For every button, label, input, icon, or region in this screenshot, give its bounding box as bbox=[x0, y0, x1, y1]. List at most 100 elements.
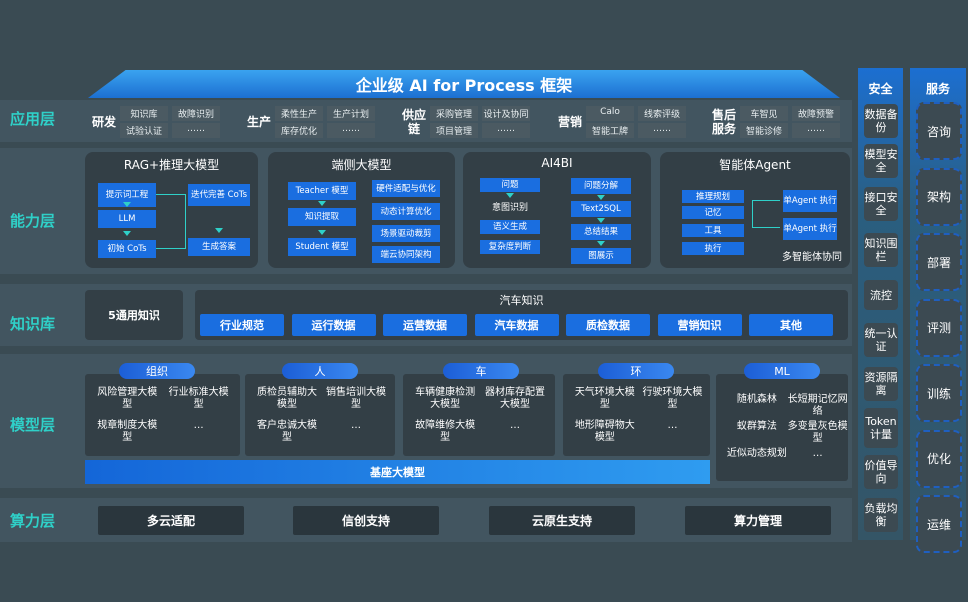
model-item: 多变量灰色模型 bbox=[787, 421, 848, 444]
agent-step: 单Agent 执行 bbox=[783, 218, 837, 240]
app-item[interactable]: 知识库 bbox=[120, 106, 168, 121]
arrow-down-icon bbox=[597, 218, 605, 223]
model-panel bbox=[563, 374, 710, 456]
app-group-name: 营销 bbox=[558, 115, 583, 129]
knowledge-chip[interactable]: 汽车数据 bbox=[474, 314, 559, 336]
rag-step: 迭代完善 CoTs bbox=[188, 184, 250, 206]
model-item: 随机森林 bbox=[736, 394, 777, 405]
app-item[interactable]: 采购管理 bbox=[430, 106, 478, 121]
app-item[interactable]: …… bbox=[482, 123, 530, 138]
app-item[interactable]: 故障预警 bbox=[792, 106, 840, 121]
app-item[interactable]: 生产计划 bbox=[327, 106, 375, 121]
edge-step: 场景驱动裁剪 bbox=[372, 225, 440, 242]
model-item: 长短期记忆网络 bbox=[787, 394, 848, 417]
service-item[interactable]: 训练 bbox=[916, 364, 962, 422]
rag-title: RAG+推理大模型 bbox=[123, 158, 220, 172]
app-item[interactable]: …… bbox=[327, 123, 375, 138]
app-item[interactable]: 库存优化 bbox=[275, 123, 323, 138]
security-item[interactable]: 知识围栏 bbox=[864, 233, 898, 267]
security-item[interactable]: Token计量 bbox=[864, 408, 898, 448]
security-item[interactable]: 接口安全 bbox=[864, 187, 898, 221]
app-item[interactable]: 智能诊修 bbox=[740, 123, 788, 138]
compute-item: 信创支持 bbox=[293, 506, 439, 535]
ai4bi-step: Text2SQL bbox=[571, 201, 631, 217]
app-item[interactable]: 线索评级 bbox=[638, 106, 686, 121]
model-item: 销售培训大模型 bbox=[326, 387, 386, 410]
knowledge-chip[interactable]: 质检数据 bbox=[566, 314, 650, 336]
model-item: … bbox=[193, 420, 204, 431]
model-panel bbox=[716, 374, 848, 481]
arrow-down-icon bbox=[597, 241, 605, 246]
model-category-pill: 环 bbox=[598, 363, 674, 379]
app-item[interactable]: …… bbox=[792, 123, 840, 138]
app-group: 售后服务 车智见 故障预警 智能诊修 …… bbox=[712, 106, 840, 138]
model-item: … bbox=[510, 420, 521, 431]
knowledge-chip[interactable]: 行业规范 bbox=[200, 314, 284, 336]
edge-step: 硬件适配与优化 bbox=[372, 180, 440, 197]
app-group-name: 生产 bbox=[247, 115, 272, 129]
app-item[interactable]: Calo bbox=[586, 106, 634, 121]
model-category-pill: 组织 bbox=[119, 363, 195, 379]
security-item[interactable]: 资源隔离 bbox=[864, 367, 898, 401]
app-item[interactable]: 车智见 bbox=[740, 106, 788, 121]
app-group: 供应链 采购管理 设计及协同 项目管理 …… bbox=[402, 106, 530, 138]
service-item[interactable]: 运维 bbox=[916, 495, 962, 553]
edge-title: 端侧大模型 bbox=[331, 158, 392, 172]
model-item: 风险管理大模型 bbox=[97, 387, 158, 410]
app-item[interactable]: 柔性生产 bbox=[275, 106, 323, 121]
service-item[interactable]: 优化 bbox=[916, 429, 962, 488]
app-item[interactable]: 智能工牌 bbox=[586, 123, 634, 138]
security-item[interactable]: 数据备份 bbox=[864, 104, 898, 138]
app-group-items: Calo 线索评级 智能工牌 …… bbox=[586, 106, 686, 138]
compute-item: 多云适配 bbox=[98, 506, 244, 535]
service-item[interactable]: 评测 bbox=[916, 298, 962, 357]
rag-step: 生成答案 bbox=[188, 238, 250, 256]
model-item: 行驶环境大模型 bbox=[642, 387, 703, 410]
model-item: 规章制度大模型 bbox=[97, 420, 158, 443]
page-title: 企业级 AI for Process 框架 bbox=[88, 70, 840, 98]
base-model-bar: 基座大模型 bbox=[85, 460, 710, 484]
security-item[interactable]: 流控 bbox=[864, 280, 898, 310]
security-title: 安全 bbox=[868, 82, 893, 96]
security-item[interactable]: 价值导向 bbox=[864, 455, 898, 489]
app-group: 生产 柔性生产 生产计划 库存优化 …… bbox=[247, 106, 375, 138]
app-item[interactable]: 项目管理 bbox=[430, 123, 478, 138]
layer-label-model: 模型层 bbox=[10, 416, 56, 434]
arrow-down-icon bbox=[318, 230, 326, 235]
arrow-down-icon bbox=[597, 195, 605, 200]
arrow-down-icon bbox=[506, 193, 514, 198]
rag-step: 初始 CoTs bbox=[98, 240, 156, 258]
security-item[interactable]: 模型安全 bbox=[864, 144, 898, 178]
app-item[interactable]: …… bbox=[638, 123, 686, 138]
security-item[interactable]: 统一认证 bbox=[864, 323, 898, 357]
edge-step: 动态计算优化 bbox=[372, 203, 440, 220]
agent-step: 执行 bbox=[682, 242, 744, 255]
service-item[interactable]: 部署 bbox=[916, 233, 962, 291]
agent-step: 工具 bbox=[682, 224, 744, 237]
layer-label-knowledge: 知识库 bbox=[10, 315, 56, 333]
security-item[interactable]: 负载均衡 bbox=[864, 498, 898, 532]
model-category-pill: 人 bbox=[282, 363, 358, 379]
app-item[interactable]: …… bbox=[172, 123, 220, 138]
arrow-down-icon bbox=[318, 201, 326, 206]
model-item: 蚁群算法 bbox=[736, 421, 777, 432]
app-item[interactable]: 试验认证 bbox=[120, 123, 168, 138]
ai4bi-step: 总结结果 bbox=[571, 224, 631, 240]
ai4bi-step: 图展示 bbox=[571, 248, 631, 264]
layer-label-compute: 算力层 bbox=[10, 512, 56, 530]
model-item: 客户忠诚大模型 bbox=[257, 420, 317, 443]
service-item[interactable]: 咨询 bbox=[916, 102, 962, 160]
arrow-down-icon bbox=[123, 202, 131, 207]
app-item[interactable]: 故障识别 bbox=[172, 106, 220, 121]
arrow-down-icon bbox=[215, 228, 223, 233]
app-item[interactable]: 设计及协同 bbox=[482, 106, 530, 121]
knowledge-chip[interactable]: 营销知识 bbox=[657, 314, 742, 336]
app-group-items: 采购管理 设计及协同 项目管理 …… bbox=[430, 106, 530, 138]
compute-item: 算力管理 bbox=[685, 506, 831, 535]
rag-connector bbox=[156, 194, 186, 249]
service-item[interactable]: 架构 bbox=[916, 167, 962, 226]
knowledge-chip[interactable]: 运营数据 bbox=[383, 314, 467, 336]
model-item: 天气环境大模型 bbox=[574, 387, 635, 410]
knowledge-chip[interactable]: 运行数据 bbox=[291, 314, 376, 336]
knowledge-chip[interactable]: 其他 bbox=[749, 314, 833, 336]
